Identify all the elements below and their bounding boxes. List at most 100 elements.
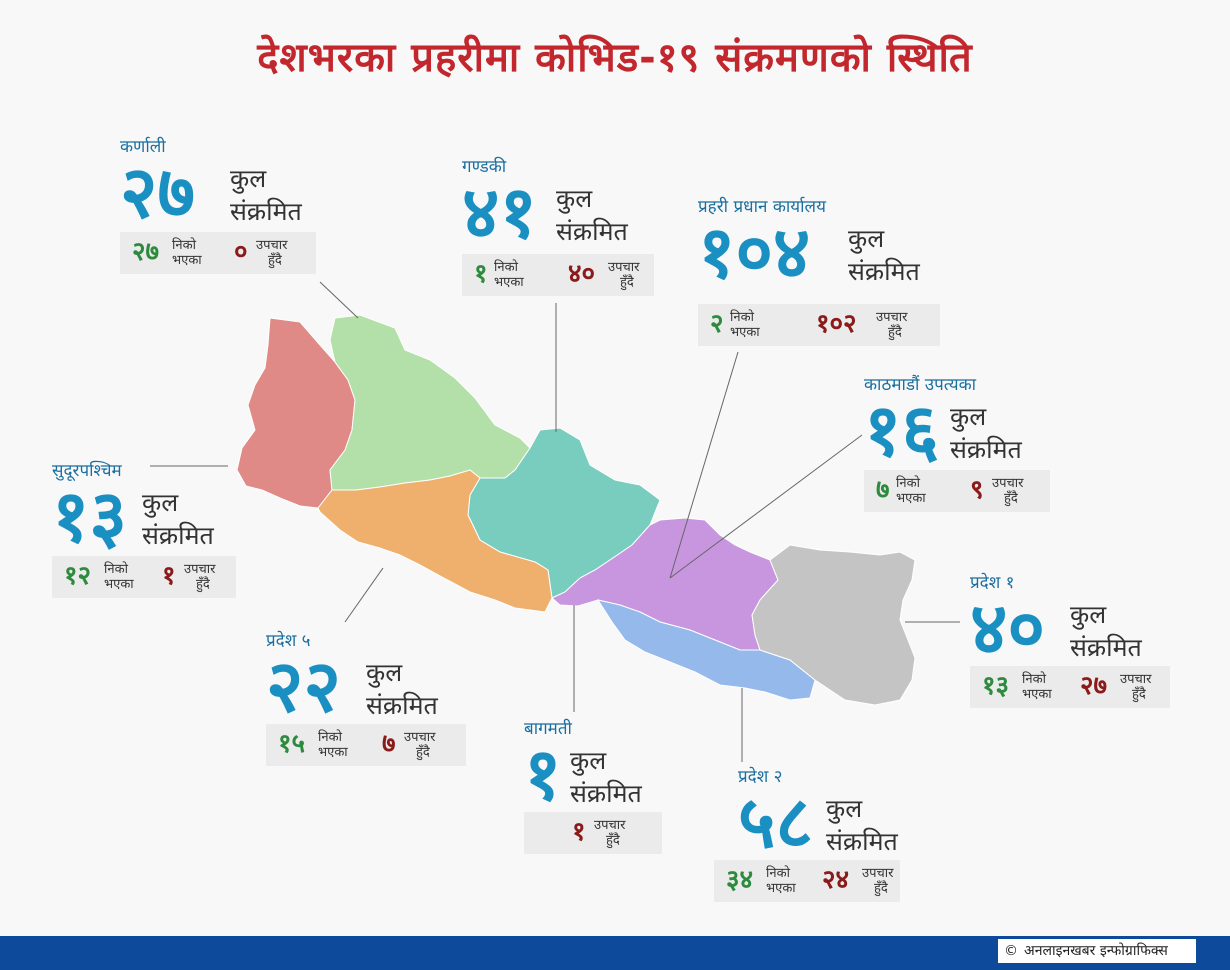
total-label-pradesh5: कुल संक्रमित [366, 656, 438, 722]
infected-word: संक्रमित [366, 691, 438, 720]
recovered-line1: निको [730, 310, 754, 325]
recovered-line2: भएका [896, 491, 926, 506]
stats-box-gandaki: १ निको भएका ४० उपचार हुँदै [462, 254, 654, 296]
total-count-kathmandu: १६ [864, 388, 939, 472]
infected-word: संक्रमित [570, 779, 642, 808]
total-label-pradesh1: कुल संक्रमित [1070, 598, 1142, 664]
total-count-pradesh5: २२ [266, 644, 341, 728]
treatment-count-pradesh1: २७ [1080, 671, 1108, 701]
recovered-line1: निको [104, 562, 128, 577]
treatment-line2: हुँदै [196, 577, 210, 592]
stats-box-pradesh1: १३ निको भएका २७ उपचार हुँदै [970, 666, 1170, 708]
recovered-line1: निको [896, 476, 920, 491]
recovered-line2: भएका [494, 275, 524, 290]
recovered-line2: भएका [172, 253, 202, 268]
infected-word: संक्रमित [142, 521, 214, 550]
treatment-line1: उपचार [256, 238, 288, 253]
total-label-pradesh2: कुल संक्रमित [826, 792, 898, 858]
total-word: कुल [950, 402, 987, 431]
recovered-count-pradesh2: ३४ [726, 865, 754, 895]
treatment-count-pradesh5: ७ [382, 729, 396, 759]
infected-word: संक्रमित [556, 217, 628, 246]
region-name-pradesh5: प्रदेश ५ [266, 631, 311, 651]
recovered-label-karnali: निको भएका [172, 238, 202, 268]
region-name-bagmati: बागमती [524, 719, 572, 739]
treatment-count-gandaki: ४० [568, 259, 596, 289]
treatment-label-pradesh1: उपचार हुँदै [1120, 672, 1151, 702]
region-name-karnali: कर्णाली [120, 137, 166, 157]
treatment-line2: हुँदै [606, 833, 620, 848]
treatment-count-kathmandu: ९ [970, 475, 984, 505]
recovered-line1: निको [766, 866, 790, 881]
treatment-line1: उपचार [876, 310, 908, 325]
recovered-count-karnali: २७ [132, 237, 160, 267]
treatment-line2: हुँदै [620, 275, 634, 290]
treatment-count-bagmati: १ [572, 817, 586, 847]
treatment-line1: उपचार [184, 562, 216, 577]
recovered-count-gandaki: १ [474, 259, 488, 289]
total-word: कुल [1070, 600, 1107, 629]
total-count-pradesh1: ४० [970, 586, 1045, 670]
recovered-line2: भएका [104, 577, 134, 592]
treatment-line1: उपचार [1120, 672, 1152, 687]
infected-word: संक्रमित [230, 197, 302, 226]
treatment-line2: हुँदै [874, 881, 888, 896]
total-label-gandaki: कुल संक्रमित [556, 182, 628, 248]
treatment-label-pradesh5: उपचार हुँदै [404, 730, 435, 760]
recovered-label-pradesh5: निको भएका [318, 730, 348, 760]
total-word: कुल [826, 794, 863, 823]
recovered-label-pradesh1: निको भएका [1022, 672, 1052, 702]
treatment-line1: उपचार [608, 260, 640, 275]
total-label-karnali: कुल संक्रमित [230, 162, 302, 228]
recovered-label-hq: निको भएका [730, 310, 760, 340]
recovered-line1: निको [172, 238, 196, 253]
treatment-line2: हुँदै [268, 253, 282, 268]
infected-word: संक्रमित [1070, 633, 1142, 662]
treatment-label-kathmandu: उपचार हुँदै [992, 476, 1023, 506]
credit-badge: © अनलाइनखबर इन्फोग्राफिक्स [998, 939, 1196, 963]
recovered-label-gandaki: निको भएका [494, 260, 524, 290]
treatment-line2: हुँदै [888, 325, 902, 340]
map-region-pradesh1 [751, 544, 916, 706]
leader-lines [150, 281, 960, 762]
treatment-line1: उपचार [992, 476, 1024, 491]
total-count-pradesh2: ५८ [738, 780, 813, 864]
infected-word: संक्रमित [950, 435, 1022, 464]
recovered-label-sudurpaschim: निको भएका [104, 562, 134, 592]
treatment-label-bagmati: उपचार हुँदै [594, 818, 625, 848]
recovered-line2: भएका [318, 745, 348, 760]
total-count-hq: १०४ [698, 210, 811, 294]
treatment-line2: हुँदै [1004, 491, 1018, 506]
recovered-count-kathmandu: ७ [876, 475, 890, 505]
treatment-label-hq: उपचार हुँदै [876, 310, 907, 340]
treatment-count-hq: १०२ [816, 309, 857, 339]
total-label-kathmandu: कुल संक्रमित [950, 400, 1022, 466]
recovered-line2: भएका [1022, 687, 1052, 702]
region-name-pradesh2: प्रदेश २ [738, 767, 783, 787]
total-word: कुल [366, 658, 403, 687]
stats-box-karnali: २७ निको भएका ० उपचार हुँदै [120, 232, 316, 274]
recovered-count-pradesh5: १५ [278, 729, 306, 759]
copyright-icon: © [1004, 943, 1018, 959]
recovered-label-pradesh2: निको भएका [766, 866, 796, 896]
page-title: देशभरका प्रहरीमा कोभिड-१९ संक्रमणको स्थि… [257, 35, 973, 81]
treatment-label-pradesh2: उपचार हुँदै [862, 866, 893, 896]
treatment-count-sudurpaschim: १ [162, 561, 176, 591]
total-label-sudurpaschim: कुल संक्रमित [142, 486, 214, 552]
credit-text: अनलाइनखबर इन्फोग्राफिक्स [1024, 943, 1168, 959]
infected-word: संक्रमित [826, 827, 898, 856]
treatment-label-karnali: उपचार हुँदै [256, 238, 287, 268]
total-count-sudurpaschim: १३ [52, 474, 127, 558]
stats-box-pradesh2: ३४ निको भएका २४ उपचार हुँदै [714, 860, 900, 902]
stats-box-pradesh5: १५ निको भएका ७ उपचार हुँदै [266, 724, 466, 766]
total-count-gandaki: ४१ [462, 170, 537, 254]
recovered-line2: भएका [730, 325, 760, 340]
total-word: कुल [556, 184, 593, 213]
total-word: कुल [142, 488, 179, 517]
treatment-count-karnali: ० [234, 237, 248, 267]
treatment-line2: हुँदै [416, 745, 430, 760]
map-region-pradesh5 [317, 469, 553, 613]
region-name-pradesh1: प्रदेश १ [970, 573, 1015, 593]
treatment-line1: उपचार [862, 866, 894, 881]
